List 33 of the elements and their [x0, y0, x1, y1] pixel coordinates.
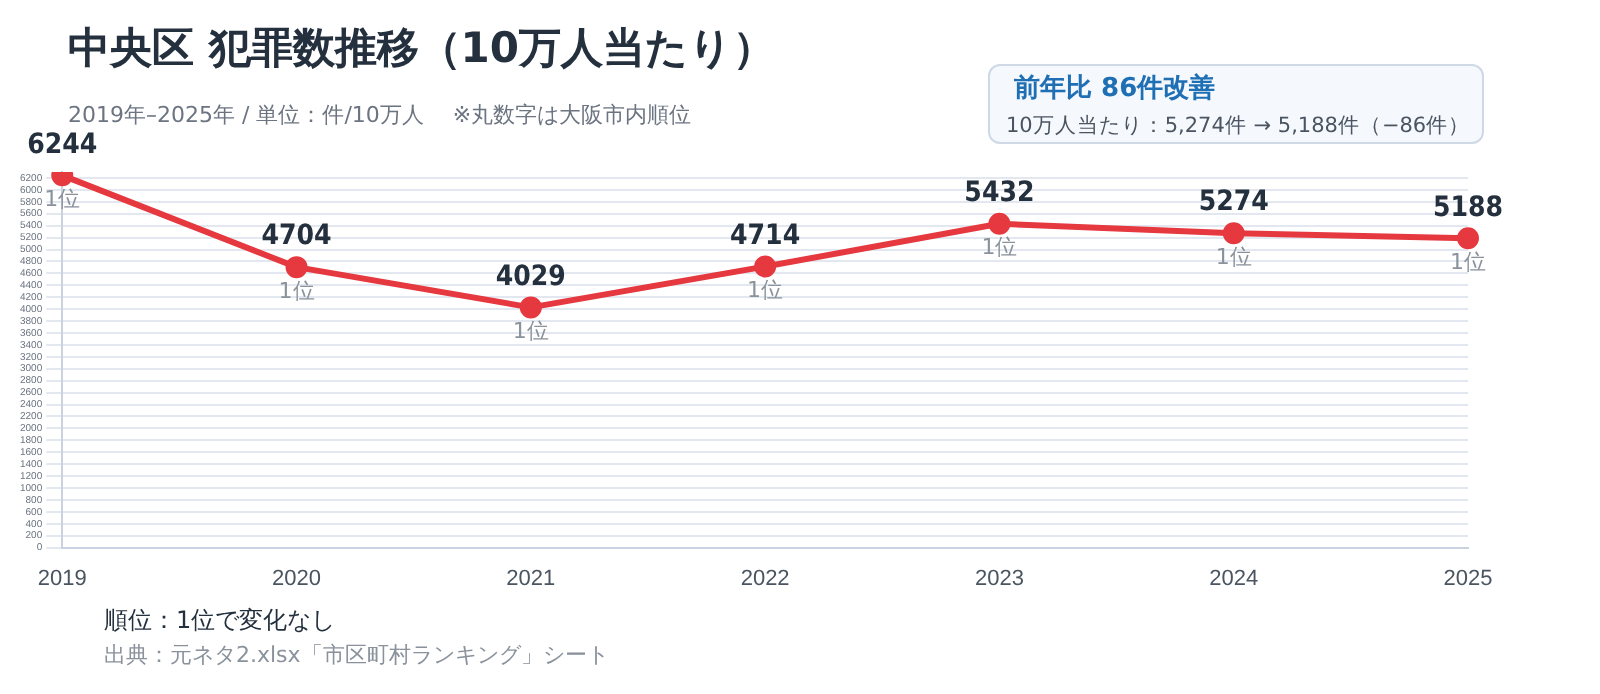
point: [1457, 227, 1479, 250]
x-tick-label: 2021: [506, 566, 556, 591]
annotation: 1位: [1450, 249, 1486, 276]
point: [1222, 222, 1245, 245]
annotation: 1位: [747, 277, 784, 304]
data-label: 4029: [495, 260, 566, 293]
data-label: 5188: [1432, 191, 1504, 224]
data-label: 4704: [261, 220, 333, 253]
data-label: 6244: [27, 128, 98, 161]
x-tick-label: 2020: [272, 566, 322, 591]
data-label: 4714: [730, 219, 801, 252]
annotation: 1位: [1215, 243, 1252, 270]
annotation: 1位: [44, 186, 81, 213]
x-tick-label: 2023: [974, 566, 1024, 591]
point: [285, 256, 308, 279]
point: [754, 255, 777, 278]
data-label: 5432: [964, 177, 1035, 210]
chart-title: 中央区 犯罪数推移（10万人当たり）: [68, 22, 776, 76]
text: 順位：1位で変化なし: [104, 604, 336, 638]
source-note: 出典：元ネタ2.xlsx「市区町村ランキング」シート: [104, 640, 609, 670]
point: [988, 212, 1011, 235]
chart-subtitle: 2019年–2025年 / 単位：件/10万人 ※丸数字は大阪市内順位: [68, 100, 692, 130]
point: [519, 296, 542, 319]
annotation: 1位: [981, 234, 1018, 261]
x-tick-label: 2024: [1209, 566, 1259, 591]
data-label: 5274: [1198, 186, 1270, 219]
annotation: 1位: [512, 318, 549, 345]
annotation: 1位: [278, 277, 315, 304]
text: 10万人当たり：5,274件 → 5,188件（−86件）: [1006, 112, 1471, 140]
x-tick-label: 2025: [1443, 566, 1493, 591]
x-tick-label: 2019: [37, 566, 87, 591]
text: 前年比 86件改善: [1014, 71, 1216, 106]
x-tick-label: 2022: [740, 566, 790, 591]
